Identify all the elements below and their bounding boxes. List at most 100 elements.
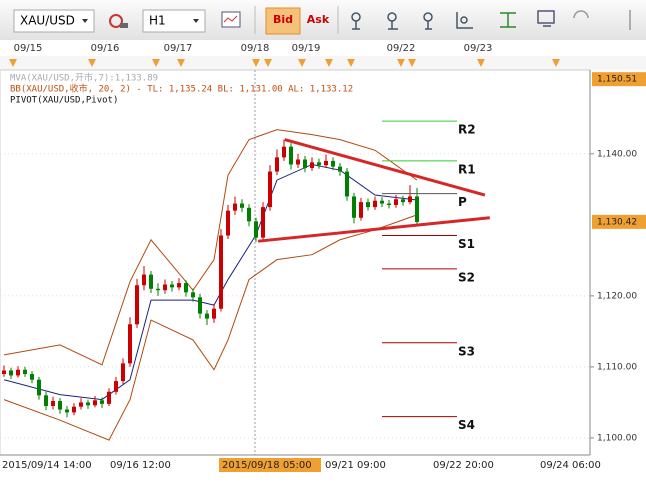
candle-body (296, 159, 300, 165)
candle-body (2, 370, 6, 375)
candle-body (107, 391, 111, 404)
candle-body (366, 202, 370, 208)
candle-body (359, 202, 363, 218)
candle-body (65, 409, 69, 413)
plot-area (0, 69, 591, 456)
event-markers (9, 59, 560, 67)
candle-body (177, 283, 181, 288)
time-label: 2015/09/18 05:00 (222, 460, 312, 471)
candle-body (226, 210, 230, 236)
candle-body (128, 324, 132, 364)
candle-body (415, 196, 419, 223)
candle-body (331, 160, 335, 167)
tool-icons[interactable] (351, 10, 631, 30)
price-tag (592, 214, 646, 229)
candle-body (401, 199, 405, 203)
date-label: 09/16 (91, 43, 120, 54)
price-tag (592, 72, 646, 87)
candle-body (345, 171, 349, 197)
date-label: 09/18 (241, 43, 270, 54)
icon[interactable] (109, 14, 128, 28)
candle-body (373, 200, 377, 208)
candle-body (79, 402, 83, 407)
candle-body (310, 162, 314, 169)
candle-body (142, 274, 146, 286)
indicator-legend: PIVOT(XAU/USD,Pivot) (10, 96, 118, 106)
price-tag-label: 1,130.42 (597, 217, 637, 227)
time-label: 2015/09/14 14:00 (2, 460, 92, 471)
candle-body (282, 146, 286, 158)
candle-body (261, 207, 265, 238)
candle-body (289, 146, 293, 165)
pivot-label: S4 (458, 418, 475, 432)
candle-body (100, 400, 104, 404)
candle-body (212, 308, 216, 319)
date-bar (0, 40, 646, 56)
candle-body (58, 401, 62, 410)
bid-label: Bid (273, 13, 293, 26)
candle-body (86, 402, 90, 406)
date-label: 09/15 (14, 43, 43, 54)
candle-body (9, 370, 13, 376)
candle-body (198, 297, 202, 314)
candle-body (205, 313, 209, 319)
pivot-label: S1 (458, 237, 475, 251)
indicator-line (3, 214, 418, 441)
time-label: 09/24 06:00 (540, 460, 601, 471)
pivot-label: R2 (458, 123, 476, 137)
candle-body (352, 196, 356, 218)
candle-body (268, 171, 272, 208)
candle-body (324, 160, 328, 166)
indicator-legend: MVA(XAU/USD,开市,7):1,133.89 (10, 72, 158, 84)
time-label: 09/16 12:00 (110, 460, 171, 471)
event-bar (0, 56, 646, 70)
date-label: 09/17 (164, 43, 193, 54)
candle-body (394, 199, 398, 205)
time-highlight (219, 458, 321, 472)
candle-body (219, 235, 223, 309)
candle-body (184, 283, 188, 293)
chart-type-icon[interactable] (221, 11, 241, 28)
pivot-label: P (458, 195, 467, 209)
pivot-label: S3 (458, 344, 475, 358)
candle-body (23, 369, 27, 375)
candle-body (51, 401, 55, 406)
timeframe-select[interactable] (142, 9, 206, 33)
y-tick-label: 1,140.00 (597, 149, 637, 159)
pivot-label: S2 (458, 270, 475, 284)
candle-body (149, 274, 153, 289)
candle-body (387, 203, 391, 205)
time-label: 09/21 09:00 (325, 460, 386, 471)
trend-line (284, 138, 486, 197)
candle-body (317, 162, 321, 166)
ask-label[interactable]: Ask (307, 13, 330, 26)
candle-body (233, 203, 237, 211)
bid-button[interactable] (265, 7, 301, 35)
date-label: 09/23 (464, 43, 493, 54)
date-label: 09/22 (387, 43, 416, 54)
candle-body (93, 400, 97, 406)
candle-body (37, 379, 41, 396)
indicator-line (3, 129, 418, 366)
price-axis (590, 70, 646, 455)
candle-body (30, 374, 34, 380)
candle-body (163, 284, 167, 291)
symbol-select[interactable] (13, 9, 95, 33)
time-axis (0, 455, 646, 480)
dropdown-arrow (82, 19, 88, 23)
price-tag-label: 1,150.51 (597, 75, 637, 85)
candle-body (170, 284, 174, 288)
candle-body (247, 207, 251, 222)
candle-body (72, 406, 76, 413)
candle-body (121, 363, 125, 382)
pivot-label: R1 (458, 162, 476, 176)
candle-body (44, 395, 48, 406)
candle-body (156, 288, 160, 291)
candle-body (338, 166, 342, 172)
candle-body (380, 200, 384, 204)
y-tick-label: 1,110.00 (597, 362, 637, 372)
candle-body (16, 369, 20, 376)
candle-body (275, 157, 279, 172)
